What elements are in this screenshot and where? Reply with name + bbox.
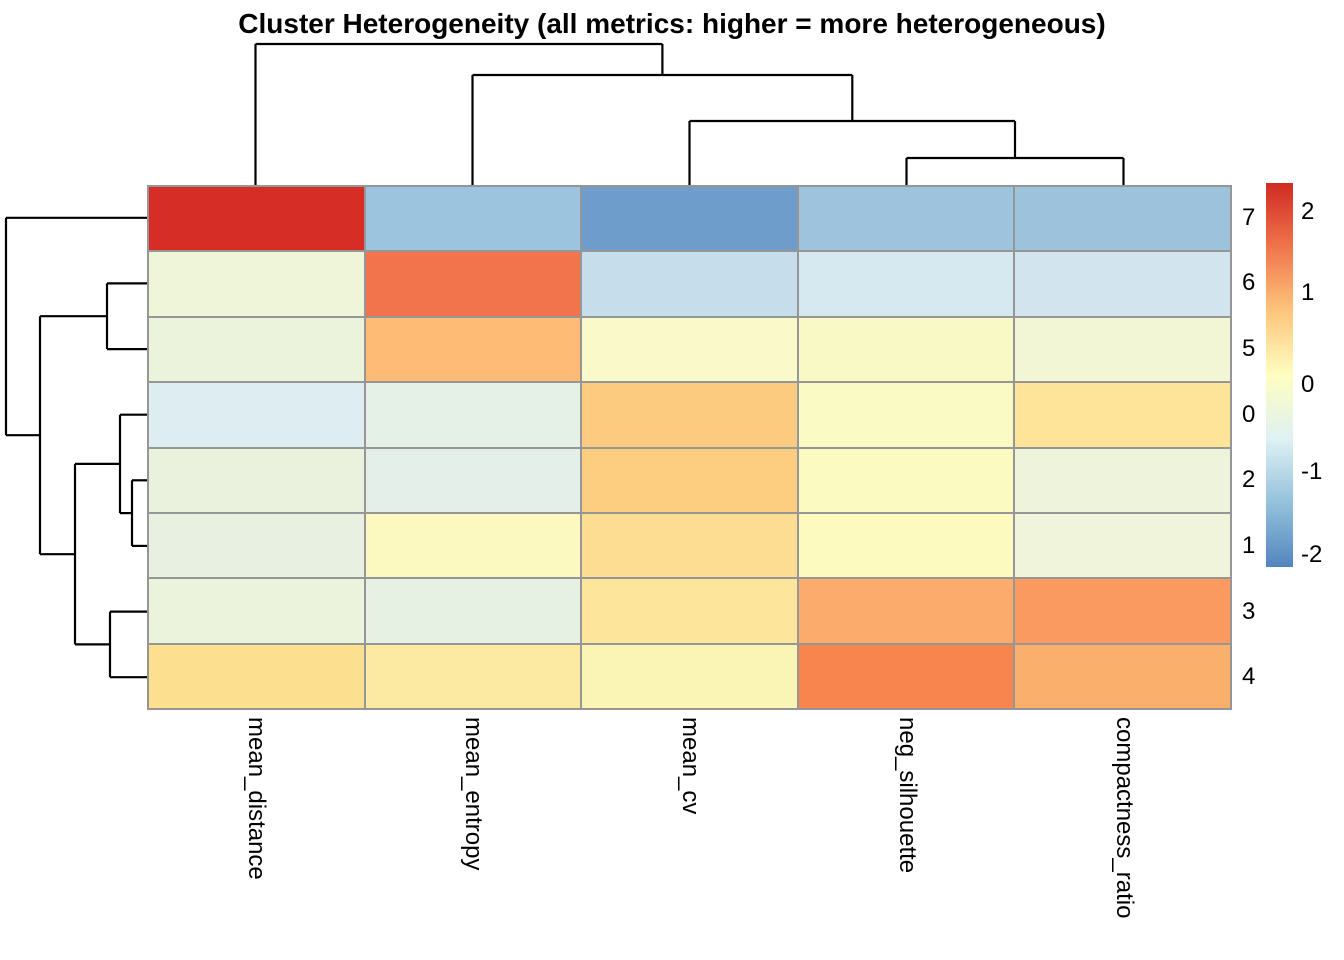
heatmap-grid	[147, 185, 1232, 710]
heatmap-cell-0-neg_silhouette	[798, 383, 1014, 447]
legend-tick-0: 0	[1301, 371, 1315, 398]
column-dendrogram	[254, 42, 1125, 185]
heatmap-cell-6-neg_silhouette	[798, 252, 1014, 316]
legend-colorbar	[1266, 183, 1293, 567]
heatmap-cell-4-neg_silhouette	[798, 644, 1014, 708]
heatmap-cell-4-mean_cv	[582, 644, 797, 708]
heatmap-cell-7-neg_silhouette	[798, 187, 1014, 251]
row-label-5: 5	[1242, 335, 1256, 363]
column-label-neg_silhouette: neg_silhouette	[893, 717, 921, 874]
heatmap-cell-6-compactness_ratio	[1015, 252, 1230, 316]
heatmap-cell-0-mean_entropy	[365, 383, 581, 447]
column-label-mean_entropy: mean_entropy	[459, 717, 487, 871]
heatmap-cell-0-compactness_ratio	[1015, 383, 1230, 447]
row-label-6: 6	[1242, 269, 1256, 297]
legend-tick--1: -1	[1301, 458, 1323, 485]
heatmap-cell-7-mean_entropy	[365, 187, 581, 251]
heatmap-cell-3-mean_entropy	[365, 579, 581, 643]
legend-tick-1: 1	[1301, 279, 1315, 306]
row-label-1: 1	[1242, 531, 1256, 559]
heatmap-cell-2-mean_cv	[582, 448, 797, 512]
heatmap-cell-3-neg_silhouette	[798, 579, 1014, 643]
heatmap-cell-4-mean_distance	[149, 644, 364, 708]
heatmap-cell-2-mean_distance	[149, 448, 364, 512]
heatmap-cell-1-mean_entropy	[365, 513, 581, 578]
heatmap-cell-3-mean_distance	[149, 579, 364, 643]
row-label-4: 4	[1242, 663, 1256, 691]
heatmap-cell-3-compactness_ratio	[1015, 579, 1230, 643]
heatmap-cell-2-mean_entropy	[365, 448, 581, 512]
row-label-7: 7	[1242, 203, 1256, 231]
row-dendrogram	[4, 216, 147, 679]
heatmap-cell-0-mean_distance	[149, 383, 364, 447]
heatmap-cell-1-mean_distance	[149, 513, 364, 578]
heatmap-cell-0-mean_cv	[582, 383, 797, 447]
heatmap-cell-2-compactness_ratio	[1015, 448, 1230, 512]
heatmap-cell-4-compactness_ratio	[1015, 644, 1230, 708]
heatmap-cell-5-mean_entropy	[365, 317, 581, 382]
column-label-mean_distance: mean_distance	[242, 717, 270, 880]
heatmap-cell-2-neg_silhouette	[798, 448, 1014, 512]
heatmap-cell-7-mean_distance	[149, 187, 364, 251]
heatmap-cell-3-mean_cv	[582, 579, 797, 643]
row-label-3: 3	[1242, 597, 1256, 625]
heatmap-cell-1-compactness_ratio	[1015, 513, 1230, 578]
row-label-0: 0	[1242, 400, 1256, 428]
heatmap-cell-6-mean_entropy	[365, 252, 581, 316]
heatmap-cell-5-mean_distance	[149, 317, 364, 382]
heatmap-cell-1-neg_silhouette	[798, 513, 1014, 578]
plot-title: Cluster Heterogeneity (all metrics: high…	[238, 8, 1106, 39]
legend-tick-2: 2	[1301, 198, 1315, 225]
heatmap-cell-6-mean_distance	[149, 252, 364, 316]
heatmap-cell-4-mean_entropy	[365, 644, 581, 708]
heatmap-cell-5-neg_silhouette	[798, 317, 1014, 382]
heatmap-cell-7-mean_cv	[582, 187, 797, 251]
heatmap-cell-6-mean_cv	[582, 252, 797, 316]
column-label-mean_cv: mean_cv	[676, 717, 704, 815]
heatmap-cell-5-mean_cv	[582, 317, 797, 382]
column-label-compactness_ratio: compactness_ratio	[1110, 717, 1138, 919]
heatmap-cell-1-mean_cv	[582, 513, 797, 578]
row-label-2: 2	[1242, 466, 1256, 494]
heatmap-cell-5-compactness_ratio	[1015, 317, 1230, 382]
legend-tick--2: -2	[1301, 541, 1323, 568]
heatmap-cell-7-compactness_ratio	[1015, 187, 1230, 251]
